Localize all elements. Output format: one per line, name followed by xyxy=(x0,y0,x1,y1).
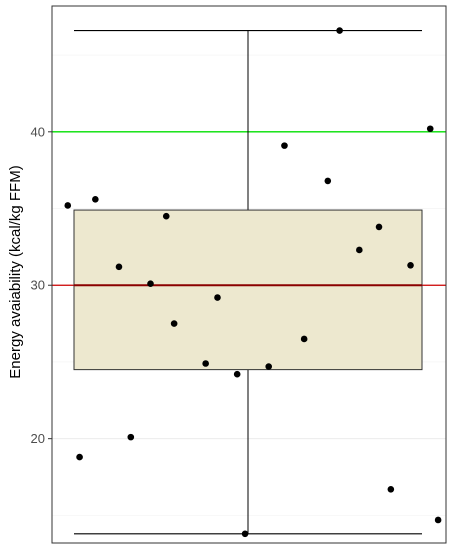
y-tick-label: 40 xyxy=(31,124,45,139)
data-point xyxy=(162,212,170,220)
data-point xyxy=(170,320,178,327)
data-point xyxy=(64,202,72,209)
boxplot-group xyxy=(73,29,423,535)
data-point xyxy=(265,363,273,370)
data-point xyxy=(76,453,83,461)
data-point xyxy=(356,246,363,254)
data-point xyxy=(233,370,241,378)
y-tick-label: 20 xyxy=(31,431,45,446)
data-point xyxy=(281,142,288,149)
data-point xyxy=(92,196,99,203)
data-points xyxy=(64,27,442,538)
data-point xyxy=(434,516,442,524)
y-axis: 20 30 40 xyxy=(31,124,52,446)
data-point xyxy=(324,177,332,185)
data-point xyxy=(147,280,154,288)
iqr-box xyxy=(73,209,423,371)
data-point xyxy=(426,125,434,133)
data-point xyxy=(214,294,221,301)
data-point xyxy=(407,261,414,269)
data-point xyxy=(387,486,395,493)
data-point xyxy=(127,433,135,441)
data-point xyxy=(300,335,308,343)
data-point xyxy=(336,27,343,34)
data-point xyxy=(241,530,249,538)
y-tick-label: 30 xyxy=(31,278,45,293)
plot-border xyxy=(51,5,447,544)
data-point xyxy=(375,223,383,231)
data-point xyxy=(115,263,123,271)
y-axis-title: Energy avaiability (kcal/kg FFM) xyxy=(7,165,24,378)
data-point xyxy=(202,360,209,367)
